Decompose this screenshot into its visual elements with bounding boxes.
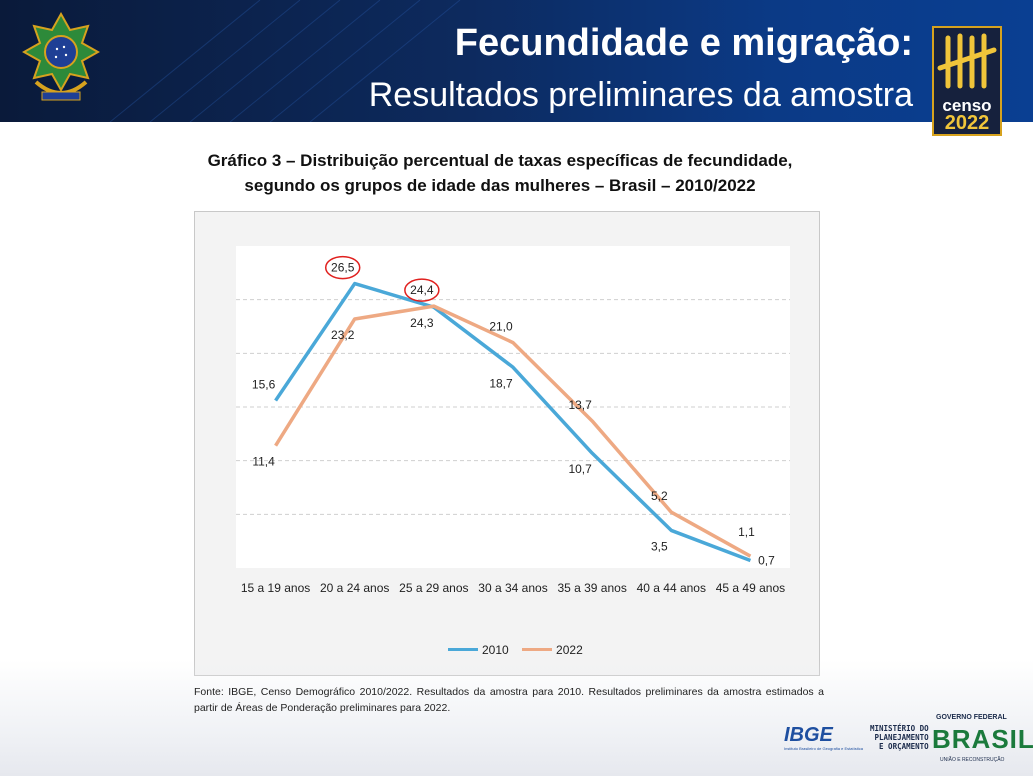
x-tick-label: 25 a 29 anos (399, 581, 468, 595)
series-line-2010 (274, 281, 752, 563)
data-label: 23,2 (331, 328, 355, 342)
data-label: 15,6 (252, 378, 276, 392)
censo-logo-text: censo (942, 96, 992, 115)
ibge-logo-subtitle: Instituto Brasileiro de Geografia e Esta… (784, 746, 863, 751)
highlight-circle (324, 255, 361, 280)
ministerio-line3: E ORÇAMENTO (879, 742, 929, 751)
data-label: 3,5 (651, 539, 668, 553)
x-tick-label: 45 a 49 anos (716, 581, 785, 595)
x-tick-label: 15 a 19 anos (241, 581, 310, 595)
data-label: 24,4 (410, 283, 434, 297)
x-tick-label: 40 a 44 anos (637, 581, 706, 595)
series-line-2022 (274, 304, 752, 558)
x-tick-label: 35 a 39 anos (557, 581, 626, 595)
chart-title: Gráfico 3 – Distribuição percentual de t… (180, 148, 820, 198)
tally-marks-icon (937, 33, 997, 89)
ibge-logo: IBGE (784, 724, 833, 746)
ministerio-logo: MINISTÉRIO DO PLANEJAMENTO E ORÇAMENTO (870, 724, 929, 751)
legend-label-2022: 2022 (556, 642, 583, 657)
brasil-logo: BRASIL (932, 724, 1033, 754)
header-banner: Fecundidade e migração: Resultados preli… (0, 0, 1033, 122)
governo-federal-label: GOVERNO FEDERAL (936, 714, 1007, 721)
censo-logo-year: 2022 (944, 112, 990, 134)
legend-item-2022: 2022 (522, 643, 583, 657)
source-note: Fonte: IBGE, Censo Demográfico 2010/2022… (194, 686, 824, 714)
data-label: 1,1 (738, 525, 755, 539)
data-label: 24,3 (410, 316, 434, 330)
legend-item-2010: 2010 (448, 643, 509, 657)
chart-legend: 2010 2022 (448, 640, 593, 657)
x-tick-label: 20 a 24 anos (320, 581, 389, 595)
x-tick-label: 30 a 34 anos (478, 581, 547, 595)
data-label: 5,2 (651, 489, 668, 503)
ministerio-line2: PLANEJAMENTO (874, 733, 929, 742)
chart-title-line2: segundo os grupos de idade das mulheres … (244, 176, 756, 195)
censo-2022-logo: censo 2022 (932, 26, 1002, 136)
highlight-circle (404, 278, 440, 302)
footer-background (0, 660, 1033, 776)
legend-swatch-2022 (522, 648, 553, 651)
data-label: 11,4 (252, 455, 275, 469)
data-label: 26,5 (331, 261, 355, 275)
ministerio-line1: MINISTÉRIO DO (870, 724, 929, 733)
header-pattern (109, 0, 461, 122)
data-label: 21,0 (489, 320, 513, 334)
legend-swatch-2010 (448, 648, 478, 651)
uniao-reconstrucao-label: UNIÃO E RECONSTRUÇÃO (940, 757, 1005, 763)
data-label: 10,7 (568, 462, 592, 476)
data-label: 0,7 (758, 553, 775, 567)
page-title: Fecundidade e migração: (454, 22, 913, 64)
data-label: 13,7 (568, 398, 592, 412)
legend-label-2010: 2010 (482, 642, 509, 657)
page-subtitle: Resultados preliminares da amostra (368, 76, 913, 114)
chart-title-line1: Gráfico 3 – Distribuição percentual de t… (207, 151, 793, 170)
coat-of-arms-icon (21, 11, 101, 108)
data-label: 18,7 (489, 376, 513, 390)
